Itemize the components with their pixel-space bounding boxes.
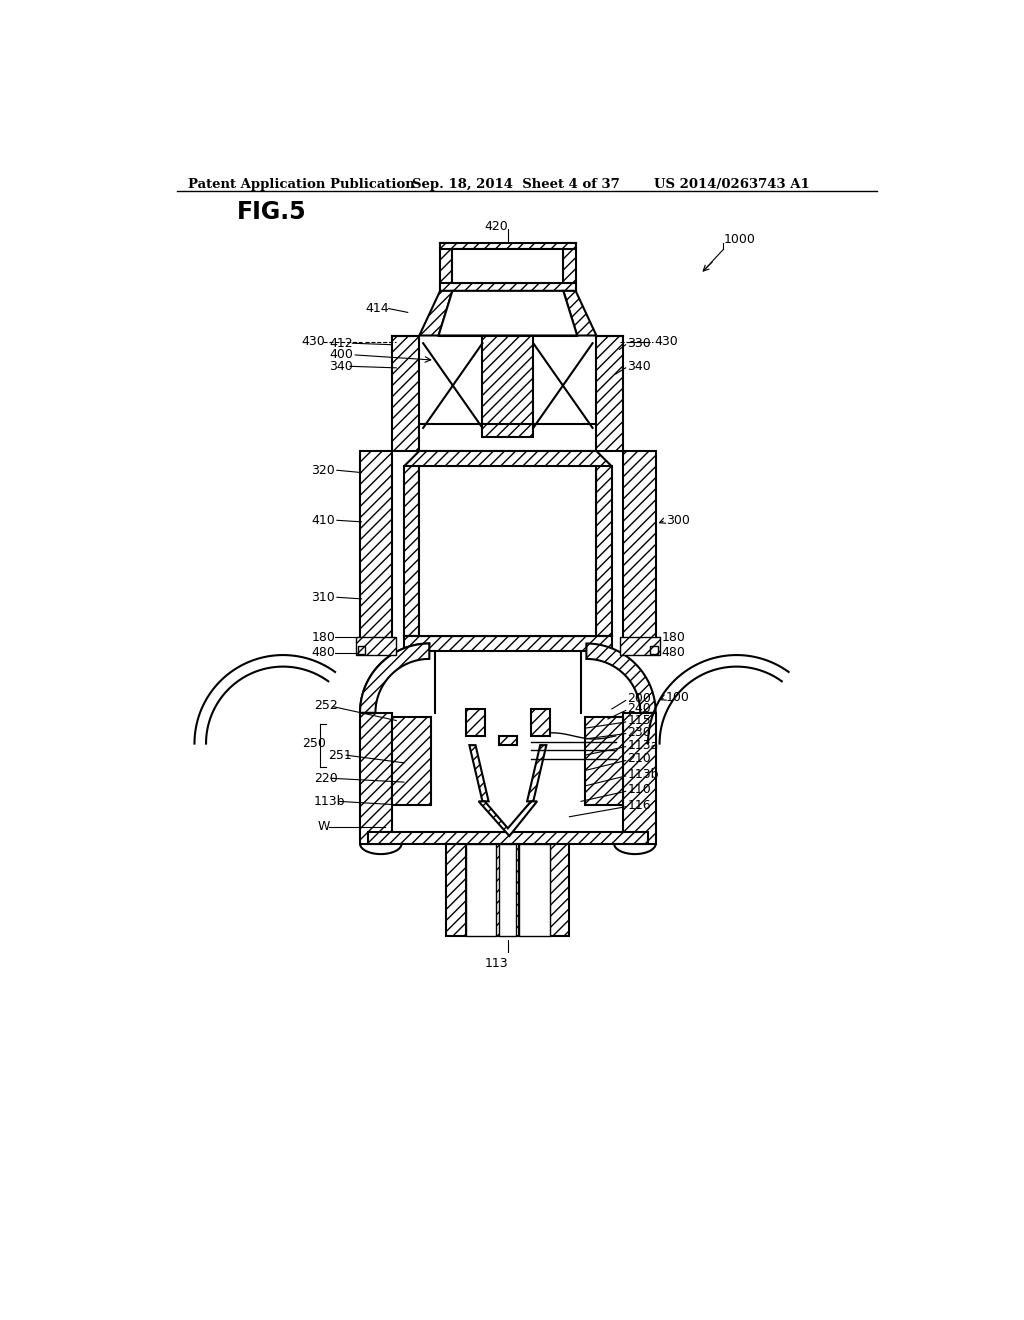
- Text: FIG.5: FIG.5: [237, 201, 306, 224]
- Text: 480: 480: [662, 647, 686, 659]
- Polygon shape: [587, 644, 655, 713]
- Text: 430: 430: [654, 335, 678, 348]
- Text: 113: 113: [484, 957, 508, 970]
- Polygon shape: [419, 290, 453, 335]
- Polygon shape: [360, 644, 429, 713]
- Text: 240: 240: [628, 702, 651, 715]
- Polygon shape: [482, 335, 534, 437]
- Text: 110: 110: [628, 783, 651, 796]
- Text: 230: 230: [628, 726, 651, 739]
- Text: 412: 412: [330, 337, 353, 350]
- Text: 330: 330: [628, 337, 651, 350]
- Text: 113b: 113b: [628, 768, 658, 781]
- Polygon shape: [368, 832, 648, 843]
- Text: Sep. 18, 2014  Sheet 4 of 37: Sep. 18, 2014 Sheet 4 of 37: [412, 178, 620, 190]
- Text: 340: 340: [330, 360, 353, 372]
- Text: 480: 480: [311, 647, 336, 659]
- Text: 400: 400: [330, 348, 353, 362]
- Bar: [466, 843, 497, 936]
- Text: US 2014/0263743 A1: US 2014/0263743 A1: [654, 178, 810, 190]
- Text: 310: 310: [311, 591, 335, 603]
- Text: 340: 340: [628, 360, 651, 372]
- Text: 113b: 113b: [313, 795, 345, 808]
- Polygon shape: [440, 284, 575, 290]
- Bar: [453, 249, 563, 284]
- Polygon shape: [624, 451, 655, 651]
- Bar: [519, 843, 550, 936]
- Polygon shape: [356, 638, 396, 655]
- Polygon shape: [596, 335, 624, 451]
- Text: 115: 115: [628, 714, 651, 727]
- Bar: [357, 645, 366, 653]
- Text: 220: 220: [313, 772, 338, 785]
- Polygon shape: [360, 713, 392, 843]
- Polygon shape: [563, 243, 575, 290]
- Polygon shape: [403, 636, 611, 651]
- Polygon shape: [478, 801, 538, 836]
- Polygon shape: [497, 843, 519, 936]
- Text: W: W: [317, 820, 330, 833]
- Text: 100: 100: [666, 690, 689, 704]
- Polygon shape: [440, 243, 575, 249]
- Polygon shape: [563, 290, 596, 335]
- Polygon shape: [403, 451, 611, 466]
- Text: 252: 252: [313, 698, 338, 711]
- Polygon shape: [360, 451, 392, 651]
- Text: 430: 430: [301, 335, 326, 348]
- Text: 180: 180: [662, 631, 686, 644]
- Bar: [650, 645, 658, 653]
- Text: 113a: 113a: [628, 739, 658, 751]
- Polygon shape: [550, 843, 569, 936]
- Text: 200: 200: [628, 693, 651, 705]
- Polygon shape: [585, 717, 624, 805]
- Text: 420: 420: [484, 219, 508, 232]
- Polygon shape: [527, 744, 547, 801]
- Polygon shape: [392, 717, 431, 805]
- Text: 1000: 1000: [724, 232, 756, 246]
- Text: 320: 320: [311, 463, 335, 477]
- Polygon shape: [392, 335, 419, 451]
- Bar: [419, 466, 596, 636]
- Text: 300: 300: [666, 513, 689, 527]
- Text: 414: 414: [366, 302, 389, 315]
- Polygon shape: [466, 709, 484, 737]
- Text: 116: 116: [628, 799, 651, 812]
- Polygon shape: [624, 713, 655, 843]
- Text: 250: 250: [302, 737, 327, 750]
- Polygon shape: [446, 843, 466, 936]
- Polygon shape: [620, 638, 659, 655]
- Polygon shape: [438, 290, 578, 335]
- Polygon shape: [531, 709, 550, 737]
- Text: 210: 210: [628, 752, 651, 766]
- Polygon shape: [403, 466, 419, 636]
- Text: 180: 180: [311, 631, 336, 644]
- Bar: [499, 737, 517, 744]
- Text: 251: 251: [328, 748, 351, 762]
- Bar: [500, 843, 516, 936]
- Polygon shape: [440, 243, 453, 290]
- Text: Patent Application Publication: Patent Application Publication: [188, 178, 415, 190]
- Text: 410: 410: [311, 513, 335, 527]
- Polygon shape: [469, 744, 488, 801]
- Polygon shape: [596, 466, 611, 636]
